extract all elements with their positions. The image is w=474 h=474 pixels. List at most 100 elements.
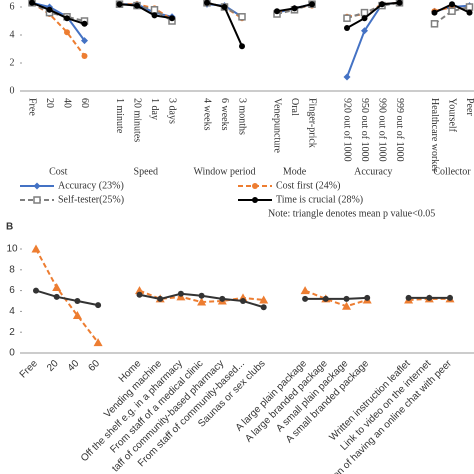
marker: [465, 3, 474, 11]
marker: [300, 286, 310, 295]
marker: [81, 37, 88, 45]
marker: [169, 15, 175, 22]
marker: [197, 297, 207, 306]
marker: [360, 8, 369, 17]
marker: [361, 27, 368, 35]
marker: [72, 311, 82, 320]
series-line: [35, 289, 99, 307]
marker: [260, 304, 267, 311]
x-tick-label: 3 days: [167, 98, 178, 124]
x-tick-label: 40: [62, 98, 73, 108]
marker: [177, 290, 184, 297]
x-tick-label: 60: [79, 98, 90, 108]
series-line: [305, 296, 368, 300]
marker: [259, 295, 269, 304]
series-line: [304, 289, 368, 308]
marker: [136, 291, 143, 298]
group-label: Window period: [193, 166, 255, 177]
series-line: [346, 1, 400, 78]
marker: [426, 294, 433, 301]
marker: [33, 196, 41, 204]
x-tick-label: 20 minutes: [132, 98, 143, 142]
legend-label: Accuracy (23%): [58, 180, 124, 191]
x-tick-label: 20: [45, 358, 61, 374]
x-tick-label: 990 out of 1000: [377, 98, 388, 162]
x-tick-label: 1 day: [149, 98, 160, 120]
marker: [240, 298, 246, 304]
y-tick-label: 0: [10, 85, 15, 96]
y-tick-label: 8: [9, 264, 15, 275]
marker: [361, 15, 368, 22]
marker: [274, 8, 280, 15]
marker: [93, 338, 103, 347]
marker: [343, 14, 351, 22]
marker: [134, 2, 140, 9]
marker: [53, 293, 60, 300]
x-tick-label: Venepuncture: [272, 98, 283, 154]
marker: [219, 295, 226, 302]
x-tick-label: Free: [18, 358, 41, 381]
marker: [448, 7, 456, 15]
y-tick-label: 6: [9, 285, 15, 296]
x-tick-label: 999 out of 1000: [394, 98, 405, 162]
group-label: Accuracy: [354, 166, 392, 177]
marker: [364, 294, 371, 301]
marker: [33, 182, 41, 190]
group-label: Cost: [49, 166, 68, 177]
x-tick-label: 950 out of 1000: [359, 98, 370, 162]
marker: [46, 6, 53, 13]
marker: [430, 20, 439, 28]
marker: [31, 244, 41, 253]
y-tick-label: 4: [10, 29, 15, 40]
marker: [449, 1, 455, 8]
x-tick-label: Peer: [464, 98, 474, 116]
series-line: [119, 3, 173, 22]
marker: [342, 301, 351, 310]
marker: [379, 1, 385, 8]
legend-label: Cost first (24%): [276, 180, 340, 191]
series-line: [433, 6, 470, 25]
marker: [198, 292, 205, 299]
series-line: [346, 1, 400, 29]
marker: [151, 12, 158, 19]
marker: [221, 4, 228, 10]
marker: [81, 20, 88, 27]
group-label: Collector: [433, 166, 471, 177]
series-line: [31, 1, 86, 42]
marker: [252, 183, 258, 189]
x-tick-label: 1 minute: [114, 98, 125, 134]
legend-label: Time is crucial (28%): [276, 194, 363, 205]
marker: [466, 9, 473, 16]
marker: [81, 53, 88, 59]
marker: [309, 1, 315, 8]
series-line: [346, 1, 400, 20]
marker: [157, 295, 164, 302]
marker: [74, 298, 81, 304]
marker: [447, 294, 453, 301]
x-tick-label: Finger-prick: [307, 98, 318, 148]
y-tick-label: 0: [9, 348, 15, 359]
y-tick-label: 6: [10, 1, 15, 12]
x-tick-label: Free: [27, 98, 38, 116]
group-label: Speed: [134, 166, 158, 177]
marker: [135, 286, 144, 295]
x-tick-label: Oral: [289, 98, 300, 116]
note: Note: triangle denotes mean p value<0.05: [268, 208, 435, 219]
marker: [150, 6, 159, 14]
marker: [343, 295, 350, 302]
x-tick-label: Yourself: [447, 98, 458, 133]
marker: [52, 282, 62, 291]
marker: [29, 0, 35, 6]
legend-label: Self-tester(25%): [58, 194, 124, 205]
marker: [116, 1, 123, 8]
x-tick-label: 920 out of 1000: [342, 98, 353, 162]
marker: [238, 13, 246, 21]
x-tick-label: 40: [66, 358, 82, 374]
marker: [343, 73, 351, 81]
y-tick-label: 2: [9, 327, 15, 338]
x-tick-label: 20: [44, 98, 55, 108]
series-line: [31, 1, 85, 22]
x-tick-label: 3 months: [237, 98, 248, 135]
x-tick-label: 60: [86, 358, 102, 374]
